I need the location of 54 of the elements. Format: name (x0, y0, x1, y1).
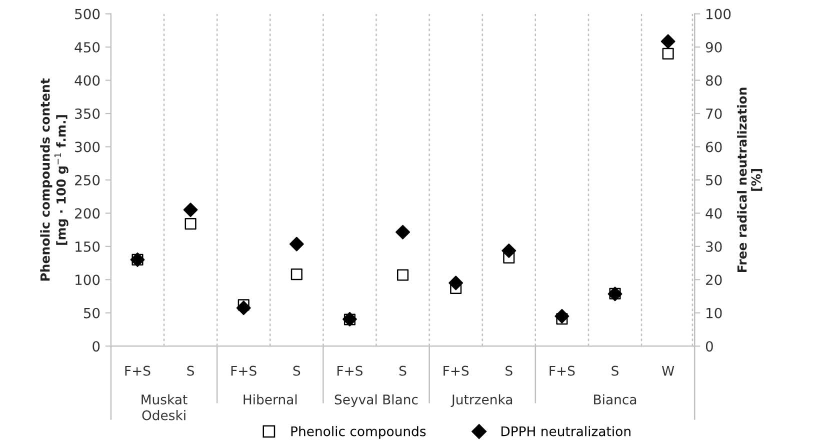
y-tick-label: 300 (75, 142, 100, 152)
x-tick-label: S (187, 366, 194, 376)
x-tick-label: F+S (125, 366, 150, 376)
point (290, 268, 302, 280)
x-tick-label: F+S (338, 366, 362, 376)
text: Bianca (594, 394, 636, 404)
y-axis-title: Phenolic compounds content [mg · 100 g$^{−1}$ f.m.] (40, 78, 68, 281)
y-tick-label: 450 (74, 42, 100, 53)
x-tick-label: S (612, 366, 618, 376)
point (183, 202, 198, 218)
y2-axis-title: Free radical neutralization [%] (737, 88, 762, 272)
x-tick-label: W (662, 366, 674, 376)
y2-tick-label: 70 (706, 108, 722, 119)
y2-tick-label: 40 (706, 208, 722, 219)
y-tick-label: 0 (92, 341, 100, 352)
y2-tick-label: 60 (706, 142, 722, 152)
y-tick-label: 400 (74, 75, 100, 86)
point (448, 276, 464, 290)
y2-tick-label: 80 (706, 75, 722, 86)
y-tick-label: 200 (75, 208, 100, 219)
y-tick-label: 50 (84, 308, 100, 318)
text: Muskat Odeski (142, 394, 188, 420)
y2-tick-label: 100 (706, 8, 731, 20)
y2-tick-label: 0 (706, 341, 713, 352)
point (184, 218, 196, 230)
y2-tick-label: 90 (706, 42, 722, 53)
point (289, 236, 304, 252)
x-tick-label: S (399, 366, 406, 376)
legend-label: Phenolic compounds (291, 426, 426, 439)
x-tick-label: S (293, 366, 300, 376)
y2-tick-label: 20 (706, 274, 722, 286)
text: Jutrzenka (450, 394, 512, 407)
x-tick-label: F+S (444, 366, 469, 376)
x-tick-label: F+S (550, 366, 575, 376)
y2-tick-label: 50 (706, 174, 722, 186)
point (502, 244, 516, 258)
y-tick-label: 100 (76, 274, 100, 286)
text: Seyval Blanc (334, 394, 418, 408)
y-tick-label: 350 (75, 108, 100, 119)
text: Hibernal (244, 394, 297, 404)
x-tick-label: S (506, 366, 512, 376)
point (554, 308, 570, 324)
y-tick-label: 500 (75, 8, 100, 20)
point (397, 269, 409, 281)
point (396, 224, 410, 240)
point (236, 300, 251, 316)
y-tick-label: 250 (75, 174, 100, 186)
y2-tick-label: 30 (706, 241, 722, 252)
legend-label: DPPH neutralization (501, 426, 630, 436)
y-tick-label: 150 (76, 241, 100, 252)
x-tick-label: F+S (231, 366, 256, 376)
point (660, 34, 676, 49)
y2-tick-label: 10 (706, 308, 722, 318)
point (662, 48, 674, 60)
